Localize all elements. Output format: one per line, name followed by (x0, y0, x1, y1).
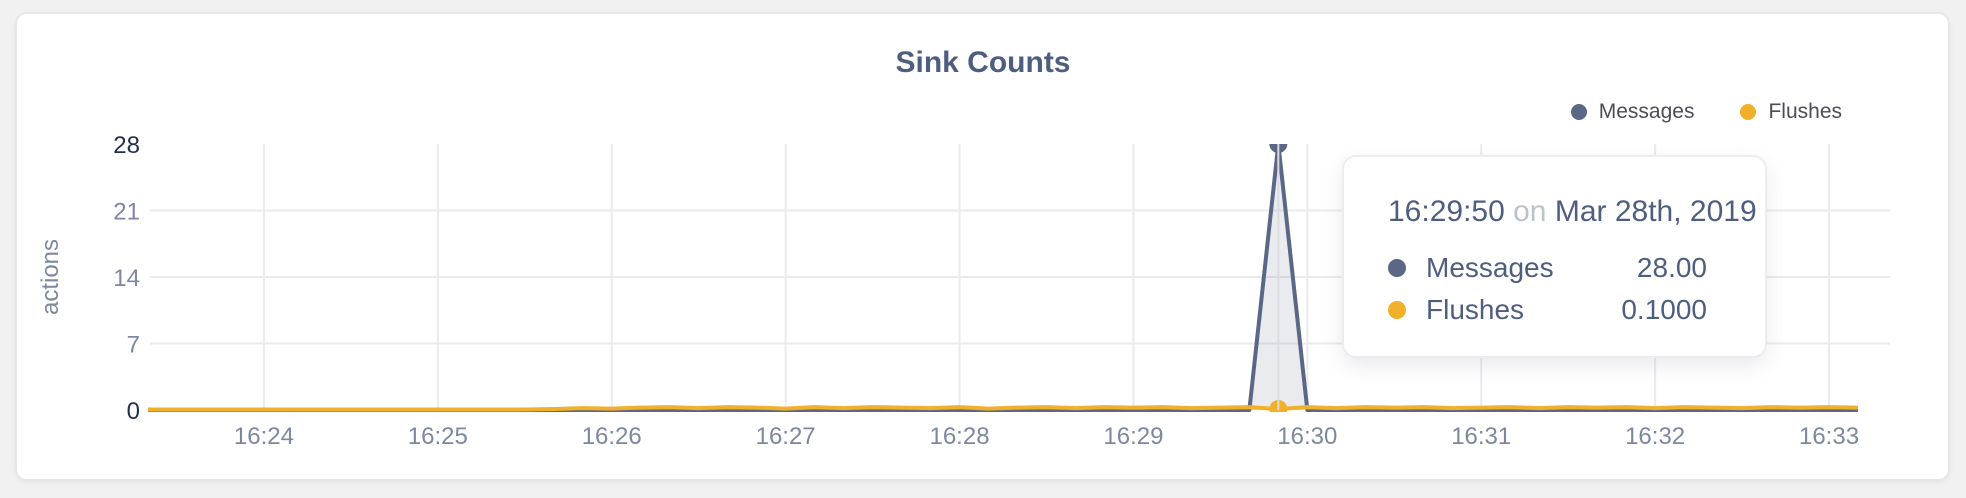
x-tick-label-16:25: 16:25 (408, 423, 468, 450)
chart-title: Sink Counts (895, 46, 1071, 79)
x-tick-label-16:31: 16:31 (1451, 423, 1511, 450)
tooltip-header: 16:29:50 on Mar 28th, 2019 (1388, 195, 1757, 229)
tooltip-value-flushes: 0.1000 (1621, 294, 1707, 325)
x-tick-label-16:33: 16:33 (1799, 423, 1859, 450)
y-axis-title: actions (37, 239, 64, 315)
messages-legend-dot-icon (1570, 104, 1587, 120)
tooltip-conjunction: on (1513, 195, 1547, 228)
legend: Messages Flushes (1570, 100, 1842, 124)
x-tick-label-16:26: 16:26 (582, 423, 642, 450)
legend-label-flushes: Flushes (1768, 100, 1842, 123)
x-tick-label-16:29: 16:29 (1103, 423, 1163, 450)
tooltip-value-messages: 28.00 (1636, 252, 1707, 283)
y-tick-label-7: 7 (127, 332, 140, 359)
tooltip-date: Mar 28th, 2019 (1554, 195, 1757, 228)
y-tick-label-21: 21 (113, 199, 140, 226)
x-tick-label-16:27: 16:27 (756, 423, 816, 450)
tooltip-label-flushes: Flushes (1426, 294, 1525, 325)
x-tick-label-16:30: 16:30 (1277, 423, 1337, 450)
legend-item-flushes[interactable]: Flushes (1740, 100, 1842, 124)
legend-label-messages: Messages (1598, 100, 1695, 123)
x-tick-label-16:28: 16:28 (929, 423, 989, 450)
tooltip-row-flushes: Flushes 0.1000 (1388, 289, 1707, 331)
tooltip-time: 16:29:50 (1388, 195, 1505, 228)
x-tick-label-16:32: 16:32 (1625, 423, 1685, 450)
legend-item-messages[interactable]: Messages (1570, 100, 1695, 124)
y-tick-label-28: 28 (113, 132, 140, 159)
flushes-tooltip-dot-icon (1388, 301, 1406, 319)
tooltip-label-messages: Messages (1426, 252, 1554, 283)
y-tick-label-0: 0 (127, 398, 140, 425)
tooltip-row-messages: Messages 28.00 (1388, 247, 1707, 289)
chart-tooltip: 16:29:50 on Mar 28th, 2019 Messages 28.0… (1342, 155, 1767, 358)
line-flushes (148, 405, 1858, 412)
y-tick-label-14: 14 (113, 265, 140, 292)
x-tick-label-16:24: 16:24 (234, 423, 294, 450)
messages-tooltip-dot-icon (1388, 259, 1406, 277)
flushes-legend-dot-icon (1740, 104, 1757, 120)
